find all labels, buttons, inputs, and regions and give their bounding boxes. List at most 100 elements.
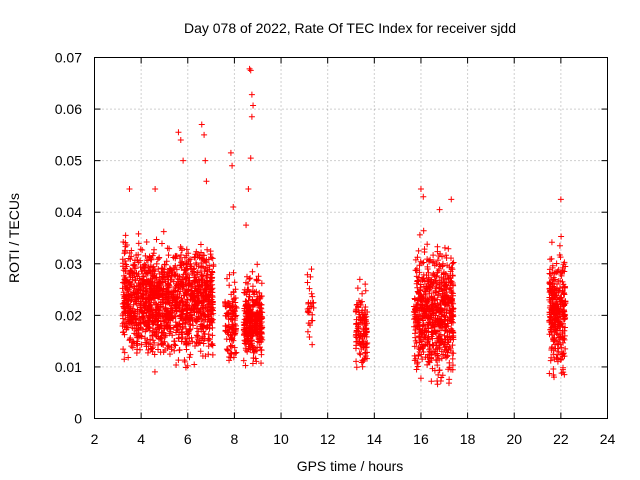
data-point (259, 324, 266, 331)
data-point (222, 327, 229, 334)
data-point (230, 269, 237, 276)
data-point (561, 311, 568, 318)
data-point (122, 265, 129, 272)
data-point (188, 293, 195, 300)
data-point (362, 355, 369, 362)
data-point (436, 277, 443, 284)
data-point (561, 302, 568, 309)
data-point (433, 272, 440, 279)
data-point (193, 325, 200, 332)
data-point (128, 343, 135, 350)
data-point (425, 305, 432, 312)
data-point (421, 334, 428, 341)
data-point (140, 295, 147, 302)
data-point (448, 196, 455, 203)
data-point (163, 258, 170, 265)
data-point (209, 299, 216, 306)
data-point (554, 331, 561, 338)
data-point (133, 331, 140, 338)
data-point (558, 269, 565, 276)
data-point (546, 309, 553, 316)
data-point (438, 307, 445, 314)
data-point (412, 256, 419, 263)
data-point (148, 286, 155, 293)
data-point (249, 346, 256, 353)
data-point (233, 304, 240, 311)
x-tick-label: 10 (273, 431, 289, 447)
x-tick-label: 22 (553, 431, 569, 447)
data-point (136, 333, 143, 340)
data-point (559, 288, 566, 295)
data-point (428, 293, 435, 300)
data-point (561, 327, 568, 334)
data-point (201, 258, 208, 265)
data-point (201, 131, 208, 138)
data-point (445, 298, 452, 305)
data-point (208, 341, 215, 348)
data-point (202, 285, 209, 292)
data-point (166, 289, 173, 296)
data-point (432, 356, 439, 363)
data-point (226, 271, 233, 278)
data-point (198, 326, 205, 333)
data-point (132, 315, 139, 322)
data-point (143, 339, 150, 346)
data-point (353, 321, 360, 328)
data-point (554, 351, 561, 358)
data-point (245, 186, 252, 193)
data-point (357, 351, 364, 358)
data-point (411, 323, 418, 330)
data-point (424, 265, 431, 272)
data-point (225, 309, 232, 316)
data-point (155, 317, 162, 324)
data-point (143, 281, 150, 288)
data-point (134, 257, 141, 264)
data-point (240, 357, 247, 364)
data-point (130, 289, 137, 296)
data-point (245, 308, 252, 315)
data-point (550, 365, 557, 372)
data-point (417, 375, 424, 382)
data-point (554, 268, 561, 275)
data-point (546, 285, 553, 292)
data-point (560, 315, 567, 322)
data-point (197, 241, 204, 248)
data-point (130, 301, 137, 308)
data-point (411, 357, 418, 364)
data-point (222, 299, 229, 306)
data-point (189, 290, 196, 297)
data-point (152, 186, 159, 193)
data-point (173, 362, 180, 369)
data-point (561, 336, 568, 343)
data-point (441, 244, 448, 251)
data-point (308, 266, 315, 273)
data-point (146, 253, 153, 260)
data-point (242, 298, 249, 305)
data-point (258, 338, 265, 345)
data-point (434, 378, 441, 385)
data-point (166, 245, 173, 252)
x-tick-label: 24 (600, 431, 616, 447)
data-point (181, 357, 188, 364)
data-point (251, 327, 258, 334)
data-point (169, 332, 176, 339)
data-point (424, 361, 431, 368)
data-point (419, 330, 426, 337)
data-point (162, 305, 169, 312)
data-point (445, 380, 452, 387)
data-point (183, 274, 190, 281)
data-point (424, 241, 431, 248)
data-point (552, 345, 559, 352)
data-point (548, 239, 555, 246)
data-point (198, 309, 205, 316)
data-point (363, 325, 370, 332)
data-point (428, 352, 435, 359)
data-point (353, 358, 360, 365)
data-point (447, 268, 454, 275)
data-point (204, 268, 211, 275)
data-point (145, 346, 152, 353)
data-point (415, 247, 422, 254)
data-point (445, 279, 452, 286)
data-point (306, 285, 313, 292)
data-point (412, 306, 419, 313)
